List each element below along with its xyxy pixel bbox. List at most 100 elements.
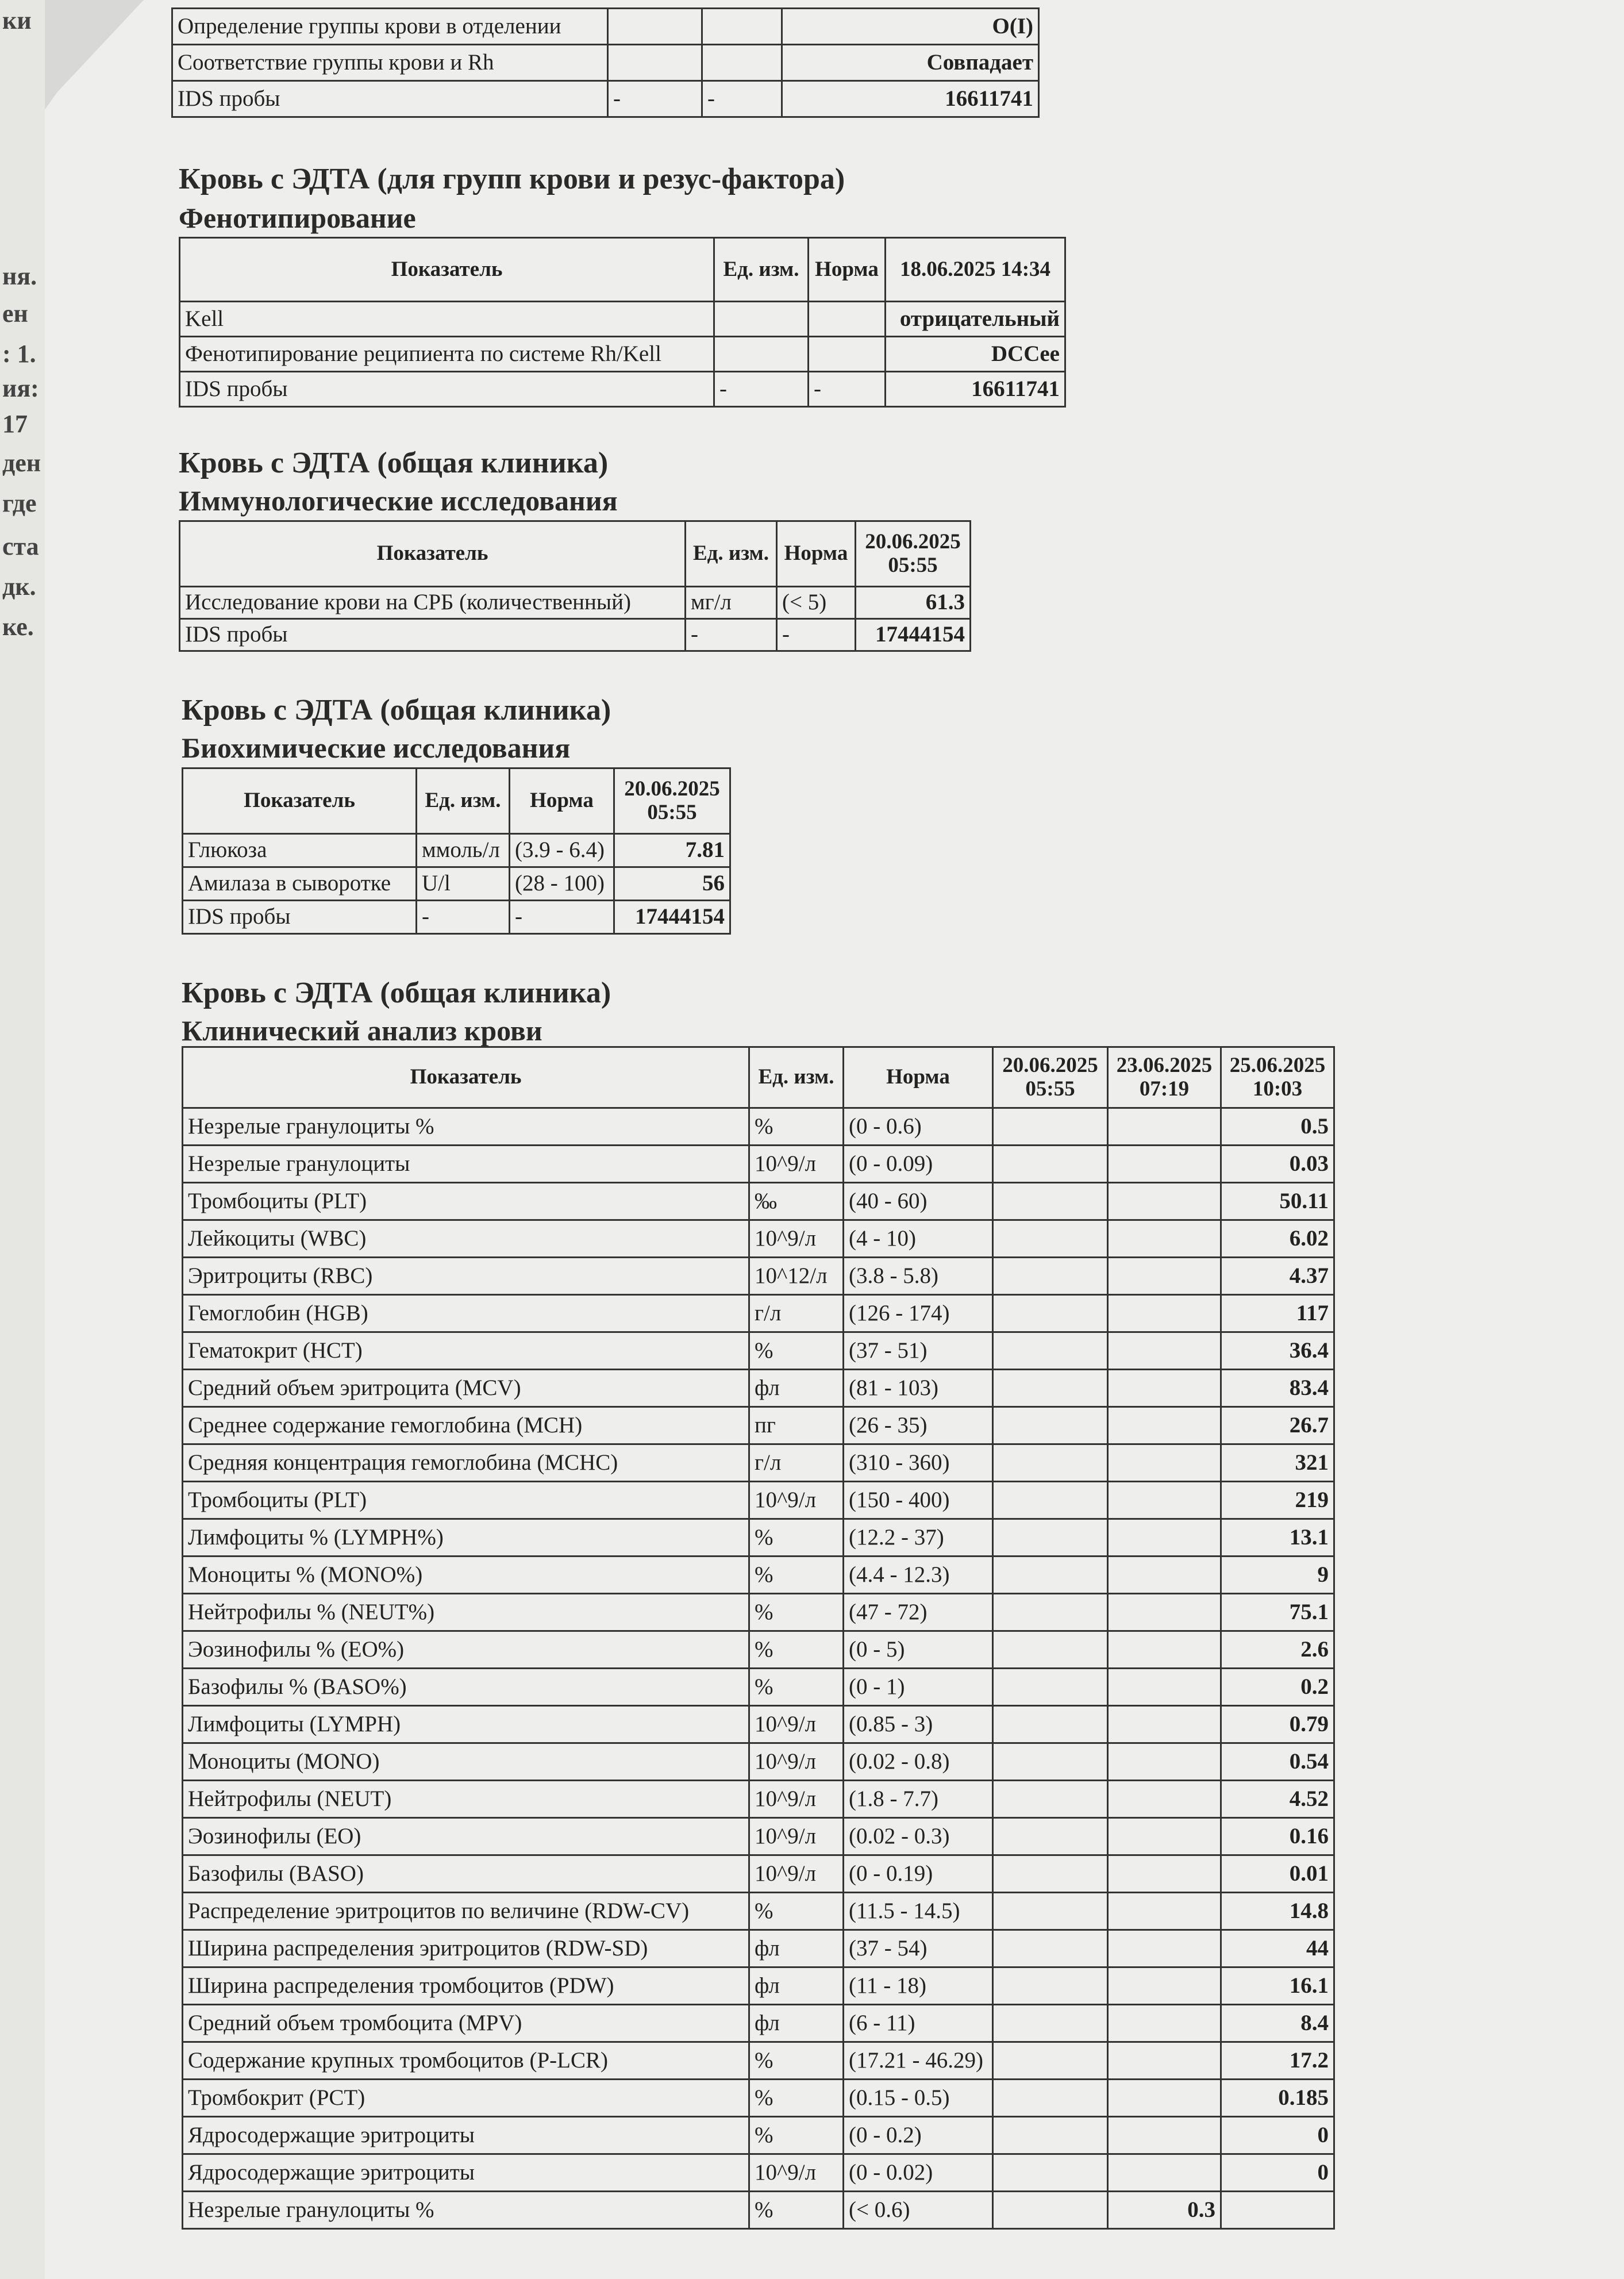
table-cell: мг/л [684,586,778,620]
table-cell: 0 [1220,2116,1335,2155]
header-row: Показатель Ед. изм. Норма 18.06.2025 14:34 [179,237,1066,302]
table-cell: фл [748,1966,844,2005]
table-cell [1107,1705,1222,1744]
table-cell: (0 - 0.09) [842,1144,994,1183]
table-cell: 117 [1220,1294,1335,1333]
table-row: Глюкоза ммоль/л (3.9 - 6.4) 7.81 [182,833,731,868]
table-cell [807,336,886,372]
table-row: Среднее содержание гемоглобина (MCH) пг (2… [182,1406,1335,1445]
table-row: Лимфоциты (LYMPH) 10^9/л (0.85 - 3) 0.79 [182,1705,1335,1744]
table-cell: (0 - 0.19) [842,1854,994,1893]
table-cell: 10^9/л [748,1780,844,1819]
table-cell: 56 [613,866,731,901]
table-cell [992,1369,1109,1408]
table-cell: % [748,1667,844,1707]
column-header: 20.06.2025 05:55 [992,1046,1109,1109]
row-label: Фенотипирование реципиента по системе Rh… [179,336,715,372]
table-cell: % [748,1518,844,1557]
row-label: Лимфоциты (LYMPH) [182,1705,750,1744]
table-cell [992,1331,1109,1370]
table-row: Ширина распределения тромбоцитов (PDW) фл… [182,1966,1335,2005]
row-label: Незрелые гранулоциты % [182,2190,750,2230]
table-cell: (0.85 - 3) [842,1705,994,1744]
table-cell [1107,1966,1222,2005]
row-label: Тромбокрит (PCT) [182,2078,750,2117]
table-cell: фл [748,2004,844,2043]
table-cell: 6.02 [1220,1219,1335,1258]
table-cell [713,336,809,372]
table-row: Тромбоциты (PLT) ‰ (40 - 60) 50.11 [182,1182,1335,1221]
left-sheet-strip [0,0,45,2279]
table-cell: DCCee [884,336,1066,372]
table-cell: (0 - 0.6) [842,1107,994,1146]
table-cell [1107,1929,1222,1968]
table-row: Ядросодержащие эритроциты% (0 - 0.2) 0 [182,2116,1335,2155]
table-cell: (37 - 51) [842,1331,994,1370]
table-cell [1107,1854,1222,1893]
row-label: Моноциты (MONO) [182,1742,750,1781]
table-cell: % [748,1593,844,1632]
column-header: Ед. изм. [415,767,510,835]
table-row: Средняя концентрация гемоглобина (MCHC) г… [182,1443,1335,1482]
table-cell: (3.8 - 5.8) [842,1256,994,1296]
table-cell [992,1406,1109,1445]
table-cell: (1.8 - 7.7) [842,1780,994,1819]
row-label: Kell [179,301,715,337]
row-label: Средний объем тромбоцита (MPV) [182,2004,750,2043]
column-header: Норма [807,237,886,302]
table-cell: 17444154 [613,900,731,935]
table-cell [992,2078,1109,2117]
table-row: Kell отрицательный [179,301,1066,337]
row-label: Гемоглобин (HGB) [182,1294,750,1333]
row-label: Лейкоциты (WBC) [182,1219,750,1258]
table-cell: 16.1 [1220,1966,1335,2005]
table-row: Базофилы % (BASO%)% (0 - 1) 0.2 [182,1667,1335,1707]
table-cell [1107,1892,1222,1931]
table-cell: (126 - 174) [842,1294,994,1333]
table-row: Лимфоциты % (LYMPH%)% (12.2 - 37) 13.1 [182,1518,1335,1557]
table-cell: (40 - 60) [842,1182,994,1221]
column-header: 25.06.2025 10:03 [1220,1046,1335,1109]
row-label: Базофилы % (BASO%) [182,1667,750,1707]
table-cell: 10^12/л [748,1256,844,1296]
table-cell: % [748,1107,844,1146]
table-cell: 0.2 [1220,1667,1335,1707]
table-cell [1107,1518,1222,1557]
table-row: Гемоглобин (HGB) г/л (126 - 174) 117 [182,1294,1335,1333]
table-cell: 10^9/л [748,1481,844,1520]
table-cell: 219 [1220,1481,1335,1520]
row-label: Распределение эритроцитов по величине (R… [182,1892,750,1931]
table-row: Незрелые гранулоциты 10^9/л (0 - 0.09) 0.03 [182,1144,1335,1183]
table-cell: 9 [1220,1555,1335,1594]
table-cell [1107,1443,1222,1482]
table-row: Незрелые гранулоциты %% (0 - 0.6) 0.5 [182,1107,1335,1146]
column-header: 20.06.2025 05:55 [855,520,971,587]
table-row: Гематокрит (HCT)% (37 - 51) 36.4 [182,1331,1335,1370]
column-header: Показатель [179,237,715,302]
table-cell [992,1892,1109,1931]
table-cell: 0.5 [1220,1107,1335,1146]
table-cell [992,1817,1109,1856]
row-label: Глюкоза [182,833,417,868]
table-cell: % [748,1331,844,1370]
table-cell [992,1182,1109,1221]
table-cell [992,1742,1109,1781]
row-label: Содержание крупных тромбоцитов (P-LCR) [182,2041,750,2080]
table-cell: пг [748,1406,844,1445]
table-cell [992,1443,1109,1482]
table-cell: 14.8 [1220,1892,1335,1931]
table-cell [1107,1555,1222,1594]
sheet-fragment: где [2,489,37,517]
table-cell [607,7,703,45]
table-cell: 13.1 [1220,1518,1335,1557]
column-header: Норма [509,767,615,835]
table-cell: 36.4 [1220,1331,1335,1370]
table-cell: (3.9 - 6.4) [509,833,615,868]
section-subheading: Биохимические исследования [182,732,571,764]
table-cell: (6 - 11) [842,2004,994,2043]
table-cell [1107,1107,1222,1146]
table-cell: (28 - 100) [509,866,615,901]
table-cell [1107,1331,1222,1370]
table-cell: (47 - 72) [842,1593,994,1632]
